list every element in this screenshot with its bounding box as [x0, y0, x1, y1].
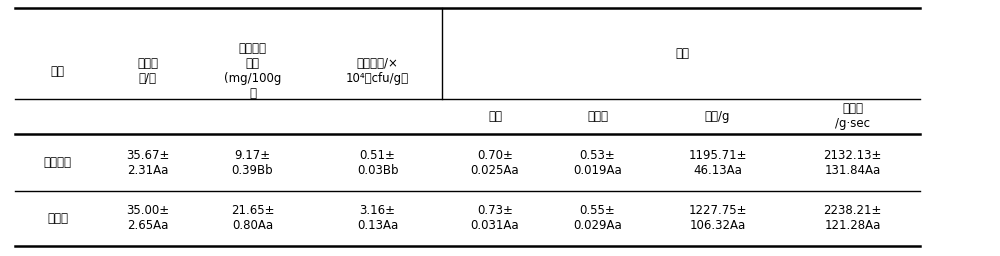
Text: 低温加工: 低温加工: [44, 156, 72, 169]
Text: 1195.71±
46.13Aa: 1195.71± 46.13Aa: [688, 148, 747, 177]
Text: 0.70±
0.025Aa: 0.70± 0.025Aa: [471, 148, 519, 177]
Text: 1227.75±
106.32Aa: 1227.75± 106.32Aa: [688, 204, 747, 232]
Text: 内聚性: 内聚性: [587, 110, 608, 123]
Text: 硬度/g: 硬度/g: [705, 110, 730, 123]
Text: 咀嚼性
/g·sec: 咀嚼性 /g·sec: [835, 102, 870, 131]
Text: 0.53±
0.019Aa: 0.53± 0.019Aa: [573, 148, 622, 177]
Text: 3.16±
0.13Aa: 3.16± 0.13Aa: [357, 204, 398, 232]
Text: 21.65±
0.80Aa: 21.65± 0.80Aa: [231, 204, 274, 232]
Text: 工艺: 工艺: [50, 65, 64, 78]
Text: 0.55±
0.029Aa: 0.55± 0.029Aa: [573, 204, 622, 232]
Text: 挥发性盐
基氮
(mg/100g
）: 挥发性盐 基氮 (mg/100g ）: [224, 42, 281, 100]
Text: 菌落总数/×
10⁴（cfu/g）: 菌落总数/× 10⁴（cfu/g）: [346, 57, 409, 85]
Text: 对照组: 对照组: [47, 212, 68, 225]
Text: 感官评
价/分: 感官评 价/分: [137, 57, 158, 85]
Text: 0.51±
0.03Bb: 0.51± 0.03Bb: [357, 148, 398, 177]
Text: 35.00±
2.65Aa: 35.00± 2.65Aa: [126, 204, 169, 232]
Text: 9.17±
0.39Bb: 9.17± 0.39Bb: [232, 148, 273, 177]
Text: 弹性: 弹性: [488, 110, 502, 123]
Text: 2132.13±
131.84Aa: 2132.13± 131.84Aa: [823, 148, 882, 177]
Text: 0.73±
0.031Aa: 0.73± 0.031Aa: [471, 204, 519, 232]
Text: 35.67±
2.31Aa: 35.67± 2.31Aa: [126, 148, 169, 177]
Text: 2238.21±
121.28Aa: 2238.21± 121.28Aa: [823, 204, 882, 232]
Text: 质构: 质构: [676, 47, 690, 60]
